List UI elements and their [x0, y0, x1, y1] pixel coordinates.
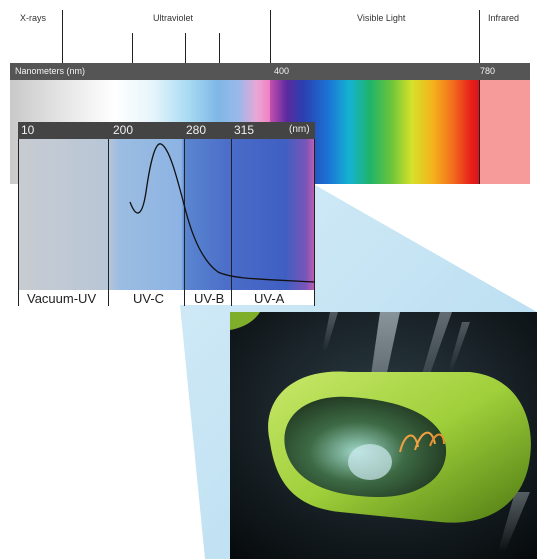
scale-tick-780: 780	[480, 66, 496, 76]
band-label-uv-b: UV-B	[194, 291, 225, 306]
scale-unit-label: Nanometers (nm)	[15, 66, 86, 76]
region-label-ultraviolet: Ultraviolet	[153, 13, 194, 23]
inset-tick-315: 315	[234, 123, 255, 137]
inset-tick-200: 200	[113, 123, 134, 137]
bacterium-illustration	[230, 312, 537, 559]
inset-tick-10: 10	[21, 123, 35, 137]
main-scale-bar: Nanometers (nm) 400 780	[10, 63, 530, 80]
band-label-uv-a: UV-A	[254, 291, 285, 306]
inset-edge-right	[314, 139, 315, 306]
band-label-uv-c: UV-C	[133, 291, 165, 306]
scale-tick-400: 400	[274, 66, 290, 76]
inset-tick-280: 280	[186, 123, 207, 137]
absorption-curve	[129, 143, 315, 283]
inset-edge-left	[18, 139, 19, 306]
separator-visible-ir	[479, 10, 480, 184]
inset-separator-200	[108, 139, 109, 306]
region-label-visible: Visible Light	[357, 13, 406, 23]
inset-separator-315	[231, 139, 232, 306]
region-label-xrays: X-rays	[20, 13, 47, 23]
band-label-vacuum-uv: Vacuum-UV	[27, 291, 97, 306]
spectrum-band-infrared	[480, 80, 530, 184]
region-label-infrared: Infrared	[488, 13, 520, 23]
inset-separator-280	[184, 139, 185, 306]
inset-unit-label: (nm)	[289, 124, 310, 135]
uv-inset-scale-bar: 10 200 280 315 (nm)	[18, 122, 315, 139]
